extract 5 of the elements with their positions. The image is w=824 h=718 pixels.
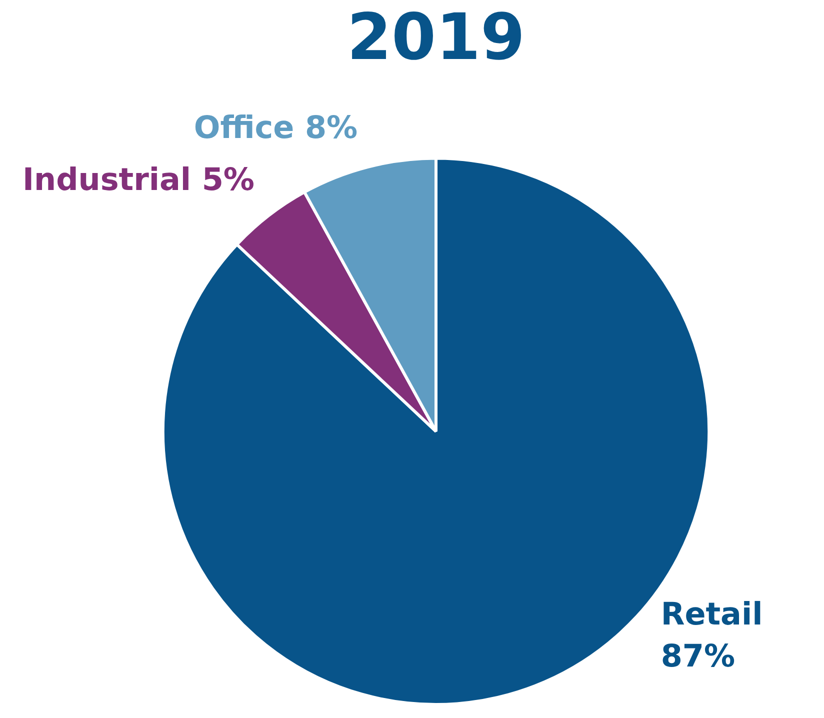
chart-title: 2019 xyxy=(346,1,526,76)
slice-label: Industrial 5% xyxy=(22,162,254,198)
slice-label: Office 8% xyxy=(194,110,358,146)
data-label: 87% xyxy=(660,638,736,674)
slice-label: Retail xyxy=(660,596,763,632)
